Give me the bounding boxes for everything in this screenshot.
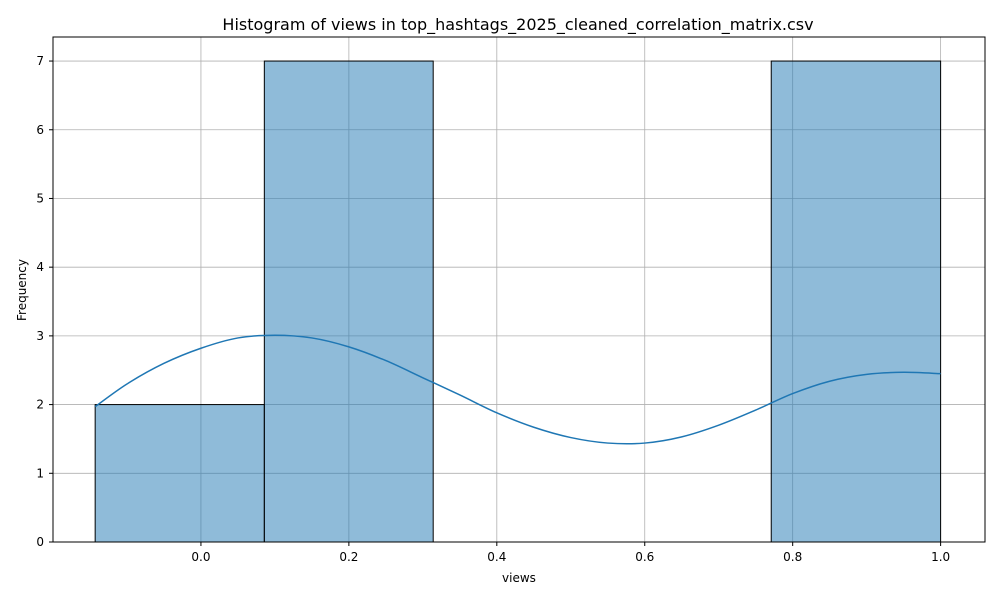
y-tick-label: 6	[36, 123, 44, 137]
chart-title: Histogram of views in top_hashtags_2025_…	[222, 15, 813, 35]
x-tick-label: 0.6	[635, 550, 654, 564]
histogram-bar	[770, 60, 942, 543]
plot-frame	[52, 36, 986, 543]
histogram-bar	[263, 60, 434, 543]
bar-layer	[94, 60, 942, 543]
x-tick-layer: 0.0 0.2 0.4 0.6 0.8 1.0	[191, 542, 950, 564]
x-tick-label: 0.4	[487, 550, 506, 564]
y-axis-label: Frequency	[15, 259, 29, 321]
y-tick-label: 2	[36, 398, 44, 412]
x-axis-label: views	[502, 571, 536, 585]
y-tick-label: 4	[36, 260, 44, 274]
y-tick-label: 5	[36, 191, 44, 205]
x-tick-label: 1.0	[931, 550, 950, 564]
y-tick-label: 1	[36, 466, 44, 480]
y-tick-layer: 0 1 2 3 4 5 6 7	[36, 54, 53, 549]
kde-curve	[94, 334, 941, 445]
y-tick-label: 7	[36, 54, 44, 68]
x-tick-label: 0.2	[339, 550, 358, 564]
histogram-bar	[94, 404, 265, 543]
x-tick-label: 0.0	[191, 550, 210, 564]
kde-layer	[94, 334, 941, 445]
y-tick-label: 3	[36, 329, 44, 343]
x-tick-label: 0.8	[783, 550, 802, 564]
y-tick-label: 0	[36, 535, 44, 549]
